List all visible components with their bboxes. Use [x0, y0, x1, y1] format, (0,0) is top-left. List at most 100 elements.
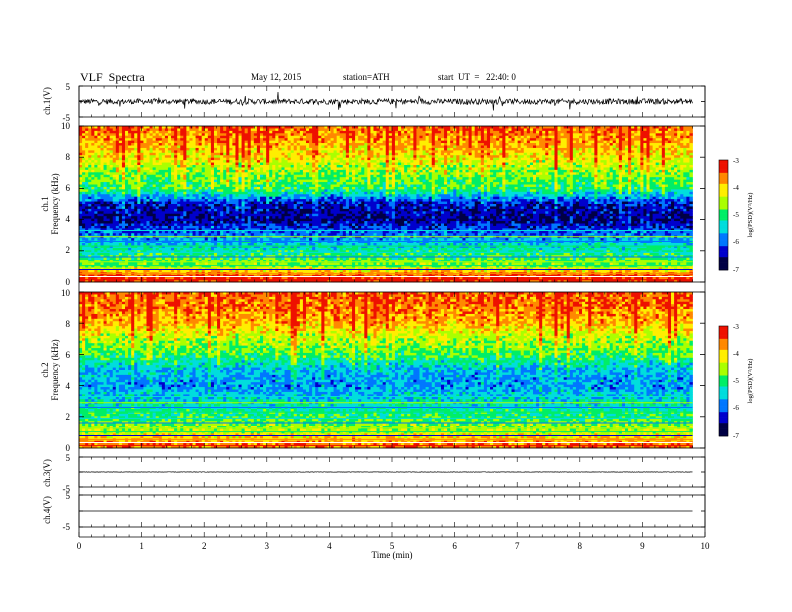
spectrogram-cell	[229, 126, 232, 129]
spectrogram-cell	[453, 167, 456, 170]
spectrogram-cell	[192, 158, 195, 161]
spectrogram-cell	[85, 167, 88, 170]
spectrogram-cell	[235, 170, 238, 173]
spectrogram-cell	[82, 143, 85, 146]
spectrogram-cell	[521, 136, 524, 139]
spectrogram-cell	[588, 160, 591, 163]
spectrogram-cell	[260, 150, 263, 153]
spectrogram-cell	[392, 131, 395, 134]
spectrogram-cell	[131, 165, 134, 168]
spectrogram-cell	[334, 170, 337, 173]
spectrogram-cell	[131, 160, 134, 163]
spectrogram-cell	[361, 126, 364, 129]
spectrogram-cell	[432, 143, 435, 146]
spectrogram-cell	[570, 146, 573, 149]
spectrogram-cell	[395, 163, 398, 166]
spectrogram-cell	[248, 146, 251, 149]
spectrogram-cell	[229, 133, 232, 136]
spectrogram-cell	[653, 133, 656, 136]
spectrogram-cell	[484, 153, 487, 156]
spectrogram-cell	[79, 138, 82, 141]
spectrogram-cell	[146, 158, 149, 161]
spectrogram-cell	[346, 155, 349, 158]
spectrogram-cell	[150, 126, 153, 129]
spectrogram-cell	[539, 143, 542, 146]
spectrogram-cell	[496, 155, 499, 158]
spectrogram-cell	[251, 136, 254, 139]
spectrogram-cell	[677, 155, 680, 158]
spectrogram-cell	[168, 141, 171, 144]
spectrogram-cell	[674, 141, 677, 144]
spectrogram-cell	[591, 126, 594, 129]
spectrogram-cell	[318, 150, 321, 153]
spectrogram-cell	[189, 143, 192, 146]
spectrogram-cell	[358, 143, 361, 146]
spectrogram-cell	[110, 136, 113, 139]
spectrogram-cell	[386, 128, 389, 131]
spectrogram-cell	[505, 158, 508, 161]
spectrogram-cell	[199, 158, 202, 161]
spectrogram-cell	[505, 148, 508, 151]
spectrogram-cell	[260, 170, 263, 173]
spectrogram-cell	[140, 172, 143, 175]
spectrogram-cell	[686, 138, 689, 141]
spectrogram-cell	[426, 158, 429, 161]
spectrogram-cell	[484, 163, 487, 166]
spectrogram-cell	[481, 170, 484, 173]
spectrogram-cell	[536, 128, 539, 131]
spectrogram-cell	[116, 158, 119, 161]
spectrogram-cell	[79, 165, 82, 168]
spectrogram-cell	[156, 155, 159, 158]
spectrogram-cell	[490, 155, 493, 158]
spectrogram-cell	[315, 141, 318, 144]
spectrogram-cell	[640, 136, 643, 139]
spectrogram-cell	[499, 133, 502, 136]
spectrogram-cell	[288, 150, 291, 153]
spectrogram-cell	[597, 128, 600, 131]
spectrogram-cell	[343, 133, 346, 136]
spectrogram-cell	[591, 153, 594, 156]
spectrogram-cell	[285, 136, 288, 139]
spectrogram-cell	[646, 165, 649, 168]
spectrogram-cell	[140, 158, 143, 161]
spectrogram-cell	[306, 172, 309, 175]
spectrogram-cell	[490, 163, 493, 166]
spectrogram-cell	[180, 163, 183, 166]
spectrogram-cell	[588, 155, 591, 158]
spectrogram-cell	[174, 172, 177, 175]
spectrogram-cell	[192, 146, 195, 149]
spectrogram-cell	[600, 146, 603, 149]
spectrogram-cell	[128, 163, 131, 166]
spectrogram-cell	[508, 131, 511, 134]
spectrogram-cell	[245, 150, 248, 153]
spectrogram-cell	[364, 158, 367, 161]
spectrogram-cell	[585, 170, 588, 173]
spectrogram-cell	[493, 170, 496, 173]
spectrogram-cell	[232, 131, 235, 134]
spectrogram-cell	[88, 165, 91, 168]
spectrogram-cell	[588, 148, 591, 151]
spectrogram-cell	[288, 146, 291, 149]
spectrogram-cell	[223, 138, 226, 141]
spectrogram-cell	[413, 143, 416, 146]
spectrogram-cell	[450, 167, 453, 170]
spectrogram-cell	[370, 155, 373, 158]
spectrogram-cell	[177, 150, 180, 153]
spectrogram-cell	[419, 148, 422, 151]
spectrogram-cell	[199, 172, 202, 175]
spectrogram-cell	[459, 153, 462, 156]
spectrogram-cell	[110, 163, 113, 166]
spectrogram-cell	[628, 172, 631, 175]
spectrogram-cell	[334, 172, 337, 175]
spectrogram-cell	[125, 167, 128, 170]
spectrogram-cell	[257, 138, 260, 141]
spectrogram-cell	[628, 155, 631, 158]
spectrogram-cell	[297, 170, 300, 173]
spectrogram-cell	[646, 128, 649, 131]
spectrogram-cell	[410, 153, 413, 156]
spectrogram-cell	[600, 138, 603, 141]
spectrogram-cell	[478, 138, 481, 141]
spectrogram-cell	[634, 155, 637, 158]
spectrogram-cell	[527, 131, 530, 134]
spectrogram-cell	[640, 165, 643, 168]
